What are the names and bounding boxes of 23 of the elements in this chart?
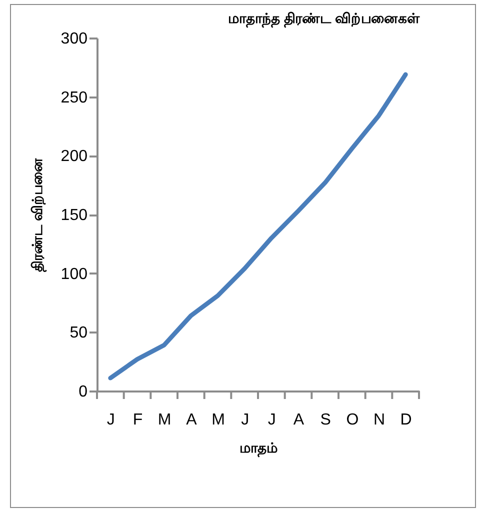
chart-title: மாதாந்த திரண்ட விற்பனைகள் <box>228 10 420 28</box>
y-tick-label: 50 <box>70 324 88 342</box>
x-tick-label: M <box>158 412 172 428</box>
y-tick-label: 300 <box>60 30 88 48</box>
x-tick-label: J <box>268 412 276 428</box>
y-axis-title: திரண்ட விற்பனை <box>28 158 47 272</box>
y-tick-label: 150 <box>60 207 88 224</box>
y-tick-label: 200 <box>60 148 88 166</box>
x-tick-label: A <box>293 412 304 428</box>
x-tick-label: D <box>400 412 412 428</box>
x-tick-label: J <box>106 412 115 428</box>
x-tick-label: S <box>320 412 331 428</box>
x-tick-label: A <box>186 412 198 428</box>
x-tick-label: F <box>132 412 143 428</box>
line-series <box>108 72 408 380</box>
x-tick-label: N <box>373 412 386 428</box>
x-tick-label: M <box>212 412 225 428</box>
x-tick-label: O <box>346 412 359 428</box>
y-tick-label: 250 <box>60 89 88 106</box>
x-tick-label: J <box>241 412 250 428</box>
y-tick-label: 100 <box>60 266 88 283</box>
y-tick-label: 0 <box>78 384 88 400</box>
x-axis-title: மாதம் <box>240 440 278 458</box>
